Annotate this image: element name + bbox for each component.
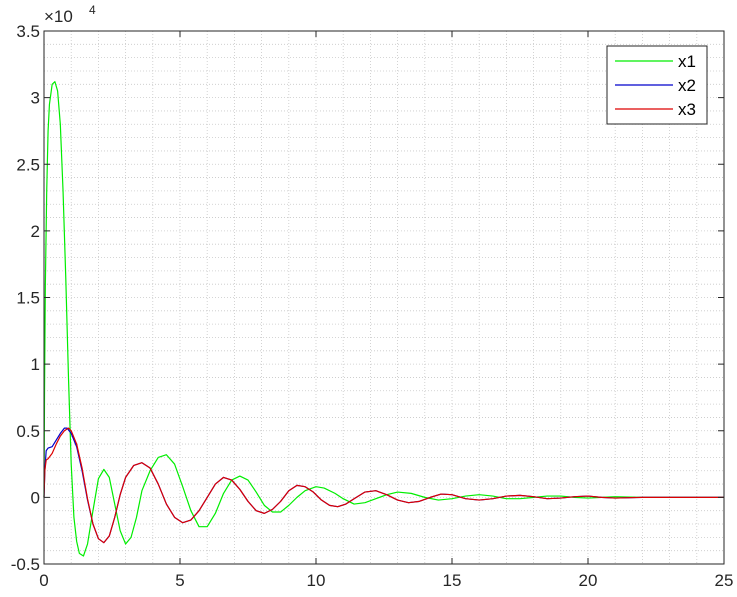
y-tick-label: 0	[31, 488, 40, 507]
x-tick-label: 5	[175, 571, 184, 590]
y-exponent-label: ×10 4	[44, 3, 96, 26]
y-tick-label: 2.5	[16, 155, 40, 174]
x-tick-label: 0	[39, 571, 48, 590]
series-line-x3	[43, 427, 724, 544]
y-tick-label: -0.5	[11, 555, 40, 574]
y-tick-label: 2	[31, 222, 40, 241]
axis-ticks: 0 5 10 15 20 25-0.500.511.522.533.5	[11, 22, 734, 590]
x-tick-label: 10	[307, 571, 326, 590]
y-tick-label: 3.5	[16, 22, 40, 41]
x-tick-label: 20	[579, 571, 598, 590]
legend: x1 x2 x3	[606, 45, 708, 125]
legend-label-x3: x3	[678, 100, 696, 119]
y-tick-label: 0.5	[16, 422, 40, 441]
x-tick-label: 15	[443, 571, 462, 590]
x-tick-label: 25	[715, 571, 734, 590]
legend-label-x2: x2	[678, 76, 696, 95]
y-tick-label: 3	[31, 89, 40, 108]
y-tick-label: 1.5	[16, 289, 40, 308]
y-tick-label: 1	[31, 355, 40, 374]
grid-lines	[43, 30, 725, 565]
series-line-x1	[43, 81, 724, 557]
y-exponent-power: 4	[89, 3, 96, 17]
series-lines	[43, 81, 724, 557]
y-exponent-base: ×10	[44, 7, 73, 26]
legend-label-x1: x1	[678, 52, 696, 71]
